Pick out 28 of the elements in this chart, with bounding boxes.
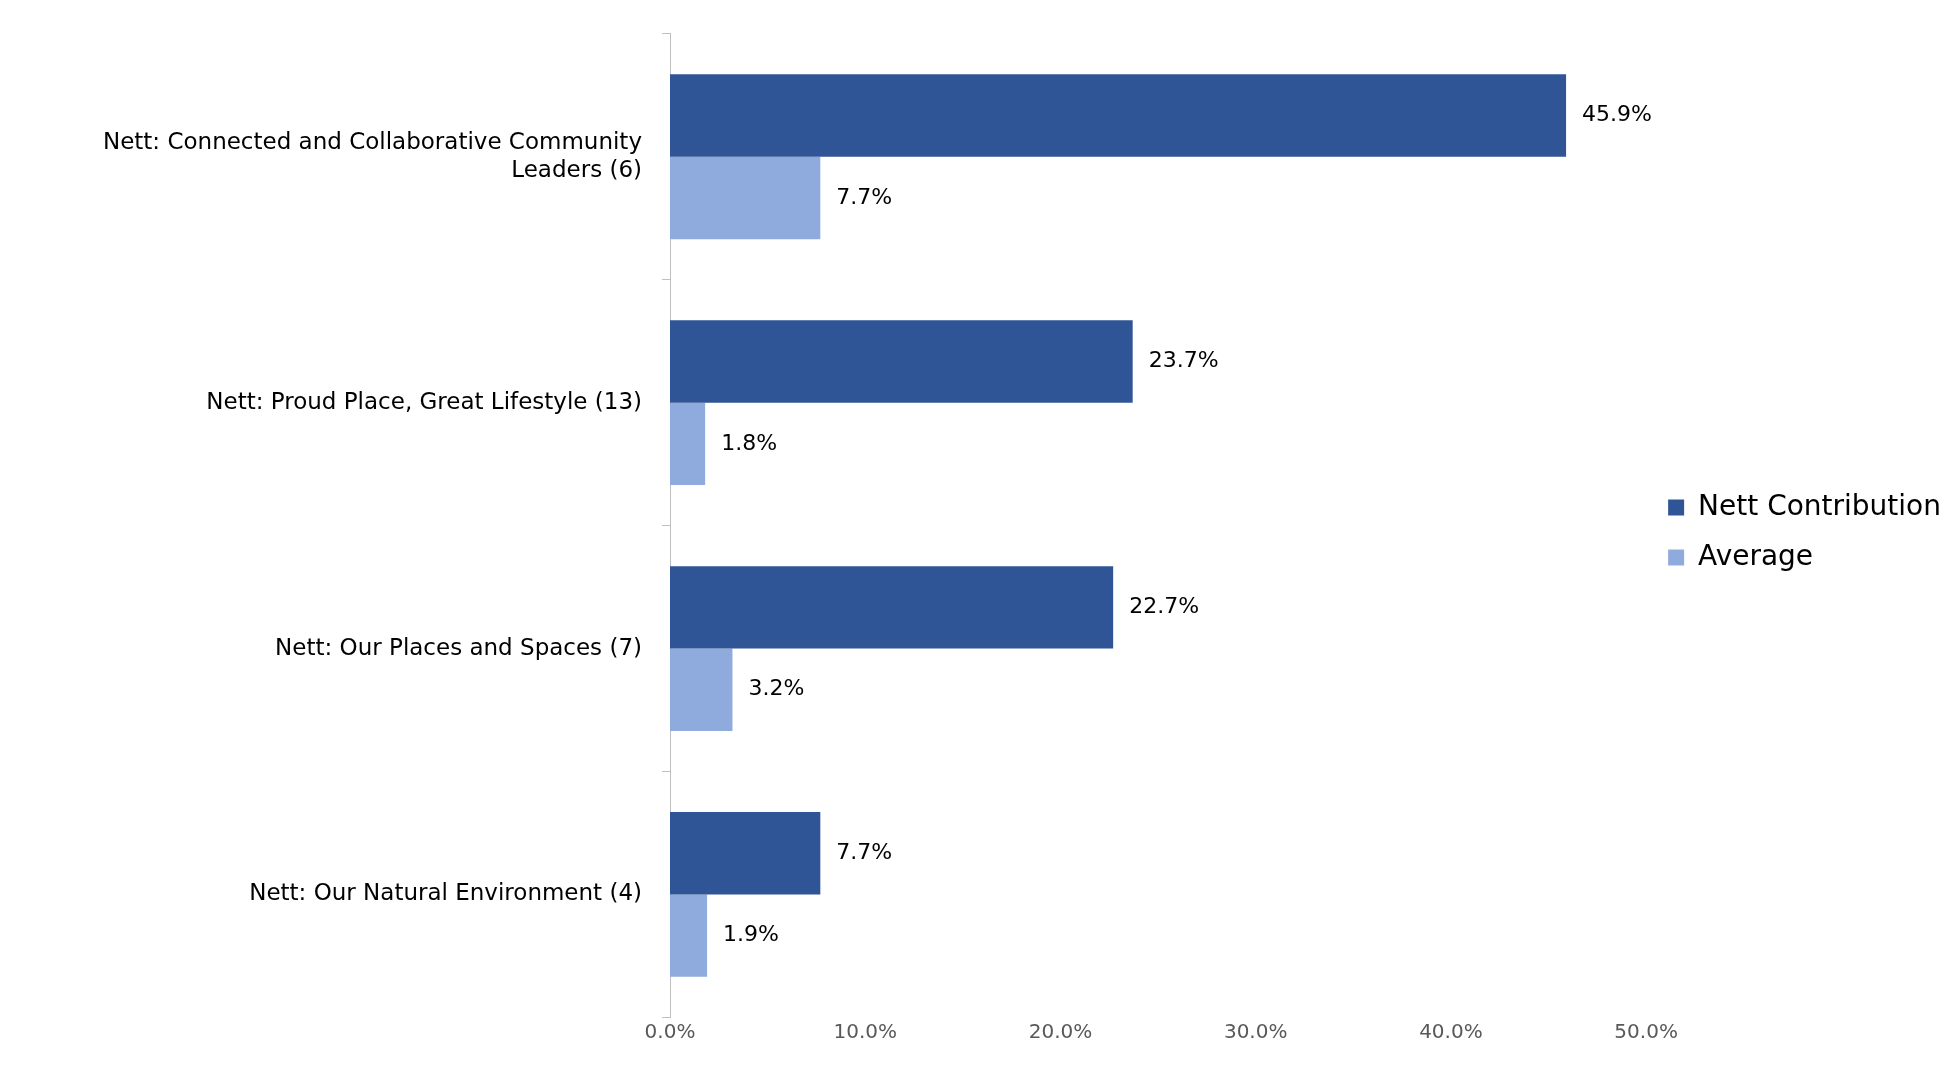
bar: [670, 894, 708, 977]
bar: [670, 402, 706, 486]
bar: [670, 74, 1567, 157]
y-tick-label: Nett: Our Natural Environment (4): [249, 879, 642, 906]
data-label: 22.7%: [1129, 593, 1200, 619]
bar: [670, 320, 1133, 403]
x-tick-label: 10.0%: [833, 1018, 897, 1043]
x-tick-label: 50.0%: [1614, 1018, 1678, 1043]
x-tick-label: 40.0%: [1419, 1018, 1483, 1043]
y-tick-label: Nett: Proud Place, Great Lifestyle (13): [206, 387, 642, 414]
data-label: 45.9%: [1582, 101, 1652, 127]
x-tick-label: 20.0%: [1028, 1018, 1093, 1043]
bar: [670, 156, 821, 240]
x-tick-label: 0.0%: [644, 1018, 696, 1043]
data-label: 1.8%: [721, 429, 778, 455]
data-label: 3.2%: [748, 675, 805, 701]
data-label: 7.7%: [836, 838, 893, 864]
bar: [670, 648, 733, 731]
bar: [670, 566, 1114, 649]
x-tick-label: 30.0%: [1223, 1018, 1288, 1043]
legend-label: Nett Contribution: [1698, 488, 1942, 522]
y-tick-label: Nett: Our Places and Spaces (7): [275, 633, 642, 660]
legend-label: Average: [1698, 538, 1814, 572]
data-label: 23.7%: [1148, 347, 1219, 373]
bar: [670, 812, 821, 895]
data-label: 7.7%: [836, 183, 893, 209]
data-label: 1.9%: [723, 921, 779, 947]
y-tick-label: Nett: Connected and Collaborative Community Leaders (6): [102, 127, 642, 182]
